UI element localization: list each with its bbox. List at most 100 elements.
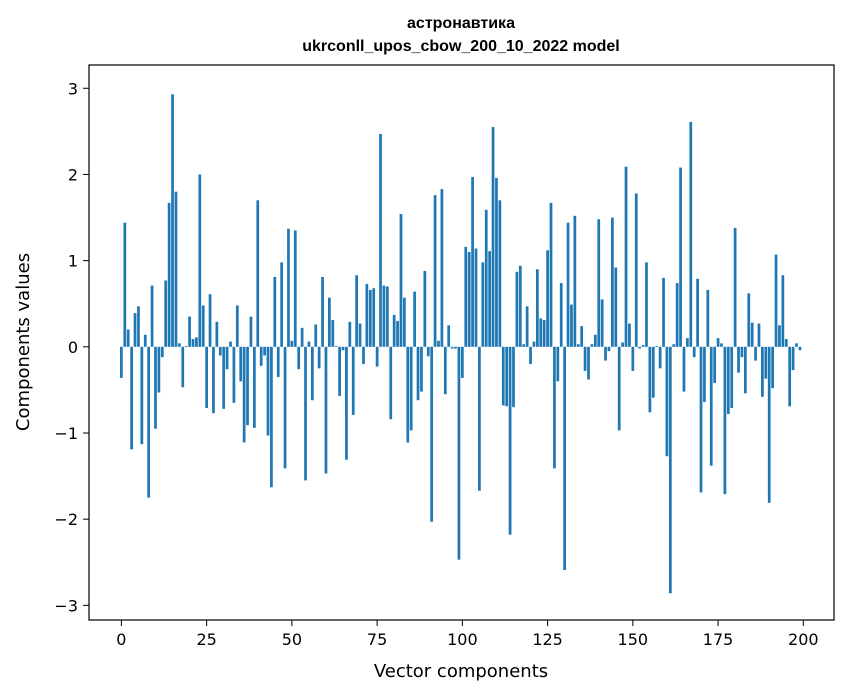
bar-component-118 bbox=[522, 344, 526, 347]
bar-component-17 bbox=[177, 343, 181, 347]
bar-component-48 bbox=[283, 346, 287, 469]
bar-component-108 bbox=[488, 251, 491, 347]
bar-component-76 bbox=[379, 133, 382, 347]
bar-component-117 bbox=[518, 265, 522, 347]
bar-component-189 bbox=[764, 346, 768, 379]
bar-component-111 bbox=[498, 200, 502, 347]
bar-component-56 bbox=[310, 346, 314, 401]
y-axis-label: Components values bbox=[13, 253, 34, 431]
bar-component-199 bbox=[798, 346, 802, 351]
x-tick-label: 200 bbox=[788, 630, 819, 649]
bar-component-171 bbox=[703, 346, 706, 402]
bar-component-190 bbox=[767, 346, 771, 503]
bar-component-41 bbox=[259, 346, 263, 366]
bar-component-164 bbox=[679, 167, 682, 347]
bar-component-66 bbox=[345, 346, 348, 460]
bar-component-148 bbox=[624, 166, 628, 347]
bar-component-80 bbox=[392, 314, 396, 347]
bar-component-126 bbox=[549, 202, 553, 347]
bar-component-67 bbox=[348, 321, 352, 347]
bar-component-172 bbox=[706, 289, 710, 347]
x-axis-label: Vector components bbox=[374, 661, 548, 682]
bar-component-50 bbox=[290, 340, 294, 347]
bar-component-98 bbox=[454, 346, 457, 349]
bar-component-89 bbox=[423, 270, 427, 347]
bar-component-71 bbox=[362, 346, 365, 365]
bar-component-21 bbox=[191, 339, 195, 347]
bar-component-151 bbox=[634, 193, 638, 347]
bar-component-51 bbox=[293, 230, 297, 347]
bar-component-39 bbox=[253, 346, 256, 428]
bar-component-74 bbox=[372, 288, 376, 347]
bar-component-84 bbox=[406, 346, 410, 443]
bar-component-138 bbox=[590, 344, 594, 347]
bar-component-53 bbox=[300, 327, 304, 347]
bar-component-115 bbox=[512, 346, 515, 408]
bar-component-1 bbox=[123, 222, 127, 347]
x-tick-label: 0 bbox=[116, 630, 126, 649]
bar-component-155 bbox=[648, 346, 652, 413]
bar-component-184 bbox=[747, 293, 751, 347]
bar-component-24 bbox=[201, 305, 205, 347]
bar-component-93 bbox=[437, 340, 440, 347]
x-tick-label: 50 bbox=[282, 630, 302, 649]
bar-component-123 bbox=[539, 318, 543, 347]
plot-frame bbox=[88, 64, 835, 621]
bar-component-40 bbox=[256, 200, 260, 347]
bar-component-173 bbox=[709, 346, 713, 466]
bar-component-23 bbox=[198, 174, 202, 347]
bar-component-165 bbox=[682, 346, 686, 392]
bar-component-58 bbox=[317, 346, 321, 369]
bar-component-19 bbox=[184, 345, 188, 347]
bar-component-92 bbox=[433, 195, 437, 347]
bar-component-2 bbox=[126, 329, 130, 347]
bar-component-8 bbox=[147, 346, 151, 498]
bar-component-135 bbox=[580, 326, 584, 347]
bar-component-11 bbox=[157, 346, 161, 393]
bar-component-119 bbox=[525, 306, 529, 347]
bar-component-29 bbox=[218, 346, 222, 356]
bar-component-156 bbox=[651, 346, 655, 398]
y-tick-label: 0 bbox=[68, 338, 78, 357]
bar-component-127 bbox=[553, 346, 556, 469]
bar-component-124 bbox=[542, 320, 546, 347]
bar-component-35 bbox=[239, 346, 243, 382]
bar-component-46 bbox=[276, 346, 280, 377]
bar-component-60 bbox=[324, 346, 328, 474]
bar-component-125 bbox=[546, 250, 549, 347]
bar-component-169 bbox=[696, 278, 699, 347]
bar-component-143 bbox=[607, 346, 611, 352]
bar-component-90 bbox=[426, 346, 430, 357]
bar-component-170 bbox=[699, 346, 703, 493]
bar-component-163 bbox=[675, 283, 679, 347]
bar-component-18 bbox=[181, 346, 185, 388]
bar-component-166 bbox=[686, 338, 689, 347]
bar-component-197 bbox=[791, 346, 795, 371]
bar-component-78 bbox=[385, 286, 389, 347]
bar-component-10 bbox=[154, 346, 157, 429]
chart-title: астронавтика bbox=[407, 15, 515, 32]
bar-component-59 bbox=[321, 277, 324, 347]
bar-component-160 bbox=[665, 346, 669, 457]
bar-component-73 bbox=[368, 289, 372, 347]
bars-group bbox=[120, 94, 802, 594]
bar-component-183 bbox=[743, 346, 747, 394]
bar-component-103 bbox=[471, 177, 474, 347]
bar-component-130 bbox=[563, 346, 567, 571]
bar-component-101 bbox=[464, 246, 468, 347]
bar-component-153 bbox=[641, 345, 645, 347]
bar-component-70 bbox=[358, 323, 362, 347]
bar-component-25 bbox=[205, 346, 208, 408]
bar-component-110 bbox=[495, 177, 498, 347]
bar-component-122 bbox=[536, 269, 539, 347]
bar-component-94 bbox=[440, 189, 444, 347]
bar-component-87 bbox=[416, 346, 420, 401]
bar-component-44 bbox=[270, 346, 273, 488]
bar-component-167 bbox=[689, 121, 693, 347]
bar-component-177 bbox=[723, 346, 727, 495]
bar-component-69 bbox=[355, 275, 359, 347]
bar-component-113 bbox=[505, 346, 509, 407]
bar-component-146 bbox=[617, 346, 621, 431]
bar-component-99 bbox=[457, 346, 461, 560]
bar-component-15 bbox=[171, 94, 174, 347]
